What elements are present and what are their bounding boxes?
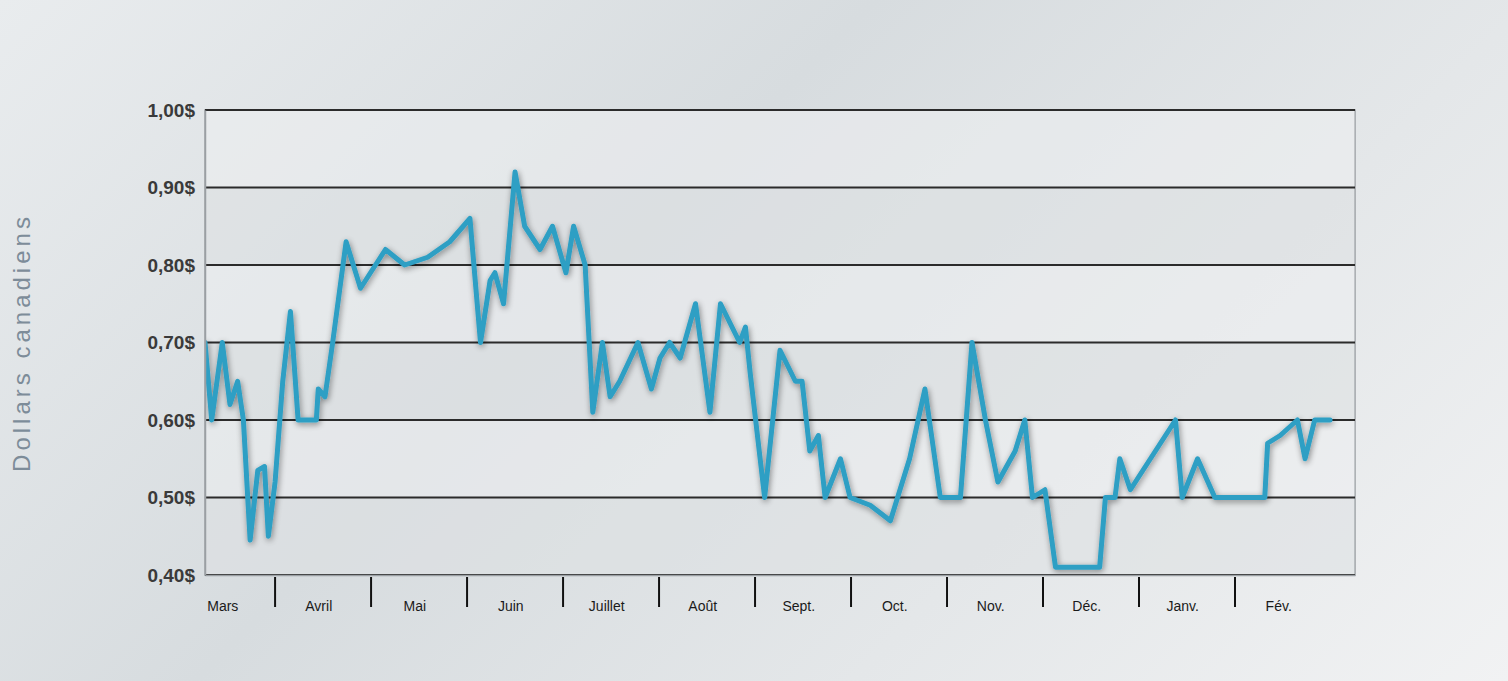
month-separator — [1138, 577, 1140, 607]
y-tick-label: 0,70$ — [147, 332, 195, 353]
month-separator — [658, 577, 660, 607]
x-tick-label: Août — [688, 598, 717, 614]
month-separator — [370, 577, 372, 607]
line — [205, 172, 1330, 567]
chart: 0,40$ 0,50$ 0,60$ 0,70$ 0,80$ 0,90$ 1,00$ Mars A… — [0, 0, 1508, 681]
grid-line — [205, 187, 1355, 189]
y-tick: 0,70$ — [147, 332, 205, 353]
grid-line — [205, 342, 1355, 344]
y-tick-label: 1,00$ — [147, 100, 195, 121]
x-tick: Déc. — [1072, 575, 1101, 614]
grid-line — [205, 109, 1355, 111]
month-separator — [562, 577, 564, 607]
y-tick-label: 0,40$ — [147, 565, 195, 586]
y-tick-label: 0,90$ — [147, 177, 195, 198]
series — [205, 172, 1330, 567]
y-axis: 0,40$ 0,50$ 0,60$ 0,70$ 0,80$ 0,90$ 1,00$ — [147, 100, 205, 586]
x-axis: Mars Avril Mai Juin Juillet Août Sept. Oct. Nov.… — [206, 575, 1356, 614]
x-tick-label: Avril — [305, 598, 332, 614]
x-tick: Sept. — [782, 575, 815, 614]
x-tick: Janv. — [1166, 575, 1198, 614]
x-tick-label: Fév. — [1266, 598, 1292, 614]
plot-frame — [205, 110, 1355, 575]
x-tick-label: Déc. — [1072, 598, 1101, 614]
month-separator — [1234, 577, 1236, 607]
y-tick: 0,50$ — [147, 487, 205, 508]
x-tick: Fév. — [1266, 575, 1292, 614]
x-tick: Juin — [498, 575, 524, 614]
x-tick-label: Oct. — [882, 598, 908, 614]
y-tick-label: 0,80$ — [147, 255, 195, 276]
y-tick-label: 0,50$ — [147, 487, 195, 508]
y-tick: 0,40$ — [147, 565, 205, 586]
x-tick: Avril — [305, 575, 332, 614]
x-axis-line — [206, 575, 1356, 577]
grid-band — [205, 188, 1355, 266]
month-separator — [850, 577, 852, 607]
x-tick-label: Mai — [403, 598, 426, 614]
x-tick: Juillet — [589, 575, 625, 614]
month-separator — [1042, 577, 1044, 607]
x-tick: Mai — [403, 575, 426, 614]
month-separator — [946, 577, 948, 607]
month-separator — [274, 577, 276, 607]
x-tick-label: Sept. — [782, 598, 815, 614]
grid-band — [205, 110, 1355, 188]
grid-line — [205, 574, 1355, 576]
y-axis-line — [205, 111, 207, 576]
grid — [205, 110, 1355, 575]
month-separator — [754, 577, 756, 607]
y-tick: 0,80$ — [147, 255, 205, 276]
y-tick: 0,90$ — [147, 177, 205, 198]
plot: 0,40$ 0,50$ 0,60$ 0,70$ 0,80$ 0,90$ 1,00$ Mars A… — [147, 100, 1355, 614]
x-tick-label: Nov. — [977, 598, 1005, 614]
x-tick-label: Mars — [207, 598, 238, 614]
y-tick-label: 0,60$ — [147, 410, 195, 431]
x-tick: Août — [688, 575, 717, 614]
grid-band — [205, 265, 1355, 343]
x-tick-label: Juin — [498, 598, 524, 614]
grid-band — [205, 498, 1355, 576]
y-tick: 0,60$ — [147, 410, 205, 431]
month-separator — [466, 577, 468, 607]
y-axis-title: Dollars canadiens — [8, 213, 35, 472]
x-tick: Nov. — [977, 575, 1005, 614]
y-tick: 1,00$ — [147, 100, 205, 121]
x-tick-label: Juillet — [589, 598, 625, 614]
x-tick-label: Janv. — [1166, 598, 1198, 614]
x-tick: Oct. — [882, 575, 908, 614]
x-tick: Mars — [207, 575, 238, 614]
grid-line — [205, 419, 1355, 421]
